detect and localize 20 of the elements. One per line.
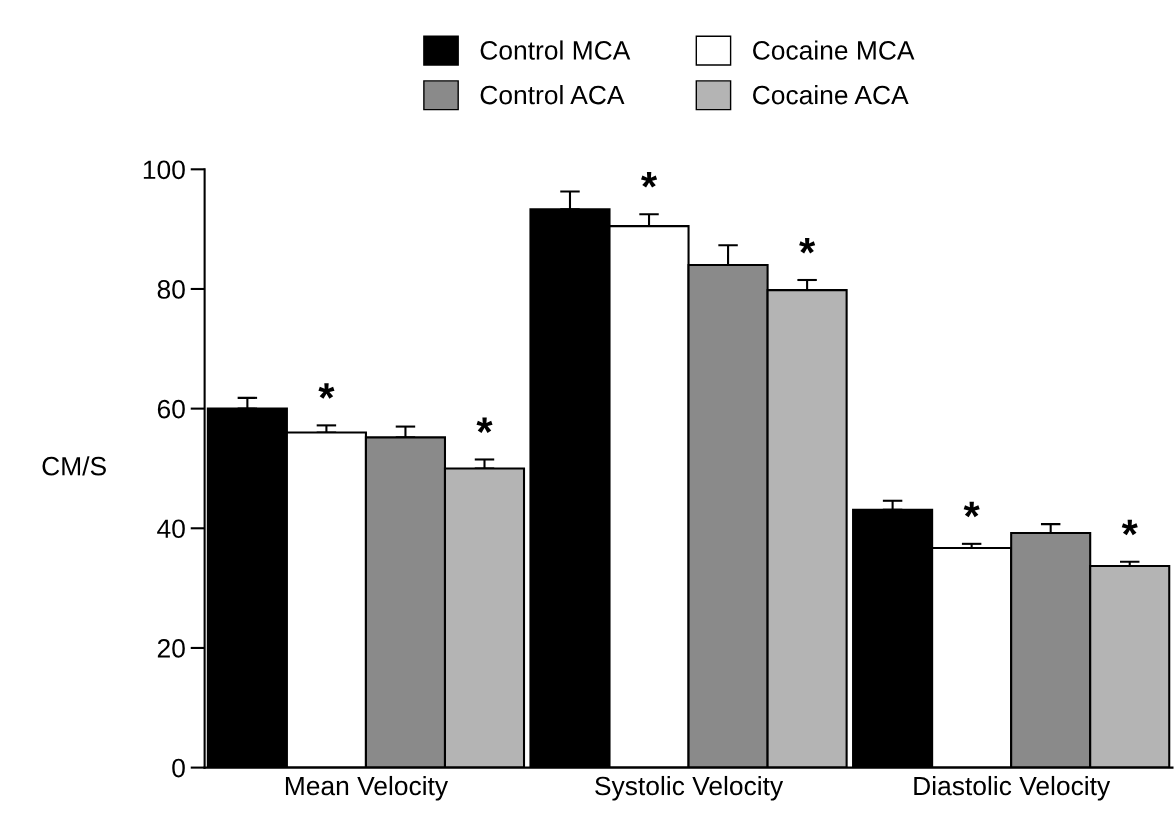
y-tick-label: 40 (157, 519, 185, 539)
legend-label: Control ACA (480, 85, 625, 105)
data-label: * (476, 417, 493, 433)
y-tick-label: 0 (172, 758, 185, 778)
legend-label: Cocaine MCA (753, 40, 915, 60)
x-tick-label: Diastolic Velocity (914, 775, 1111, 801)
data-label: * (641, 172, 658, 188)
legend-label: Cocaine ACA (753, 85, 909, 105)
y-tick-label: 100 (143, 160, 185, 180)
legend-label: Control MCA (480, 40, 631, 60)
y-tick-label: 80 (157, 280, 185, 299)
x-tick-label: Mean Velocity (285, 775, 449, 801)
data-label: * (1121, 519, 1138, 536)
y-tick-label: 60 (157, 399, 185, 419)
y-tick-label: 20 (157, 639, 185, 658)
data-label: * (963, 501, 980, 518)
x-tick-label: Systolic Velocity (595, 775, 784, 801)
data-label: * (799, 237, 816, 254)
y-axis-title: CM/S (42, 456, 106, 476)
data-label: * (318, 383, 335, 399)
